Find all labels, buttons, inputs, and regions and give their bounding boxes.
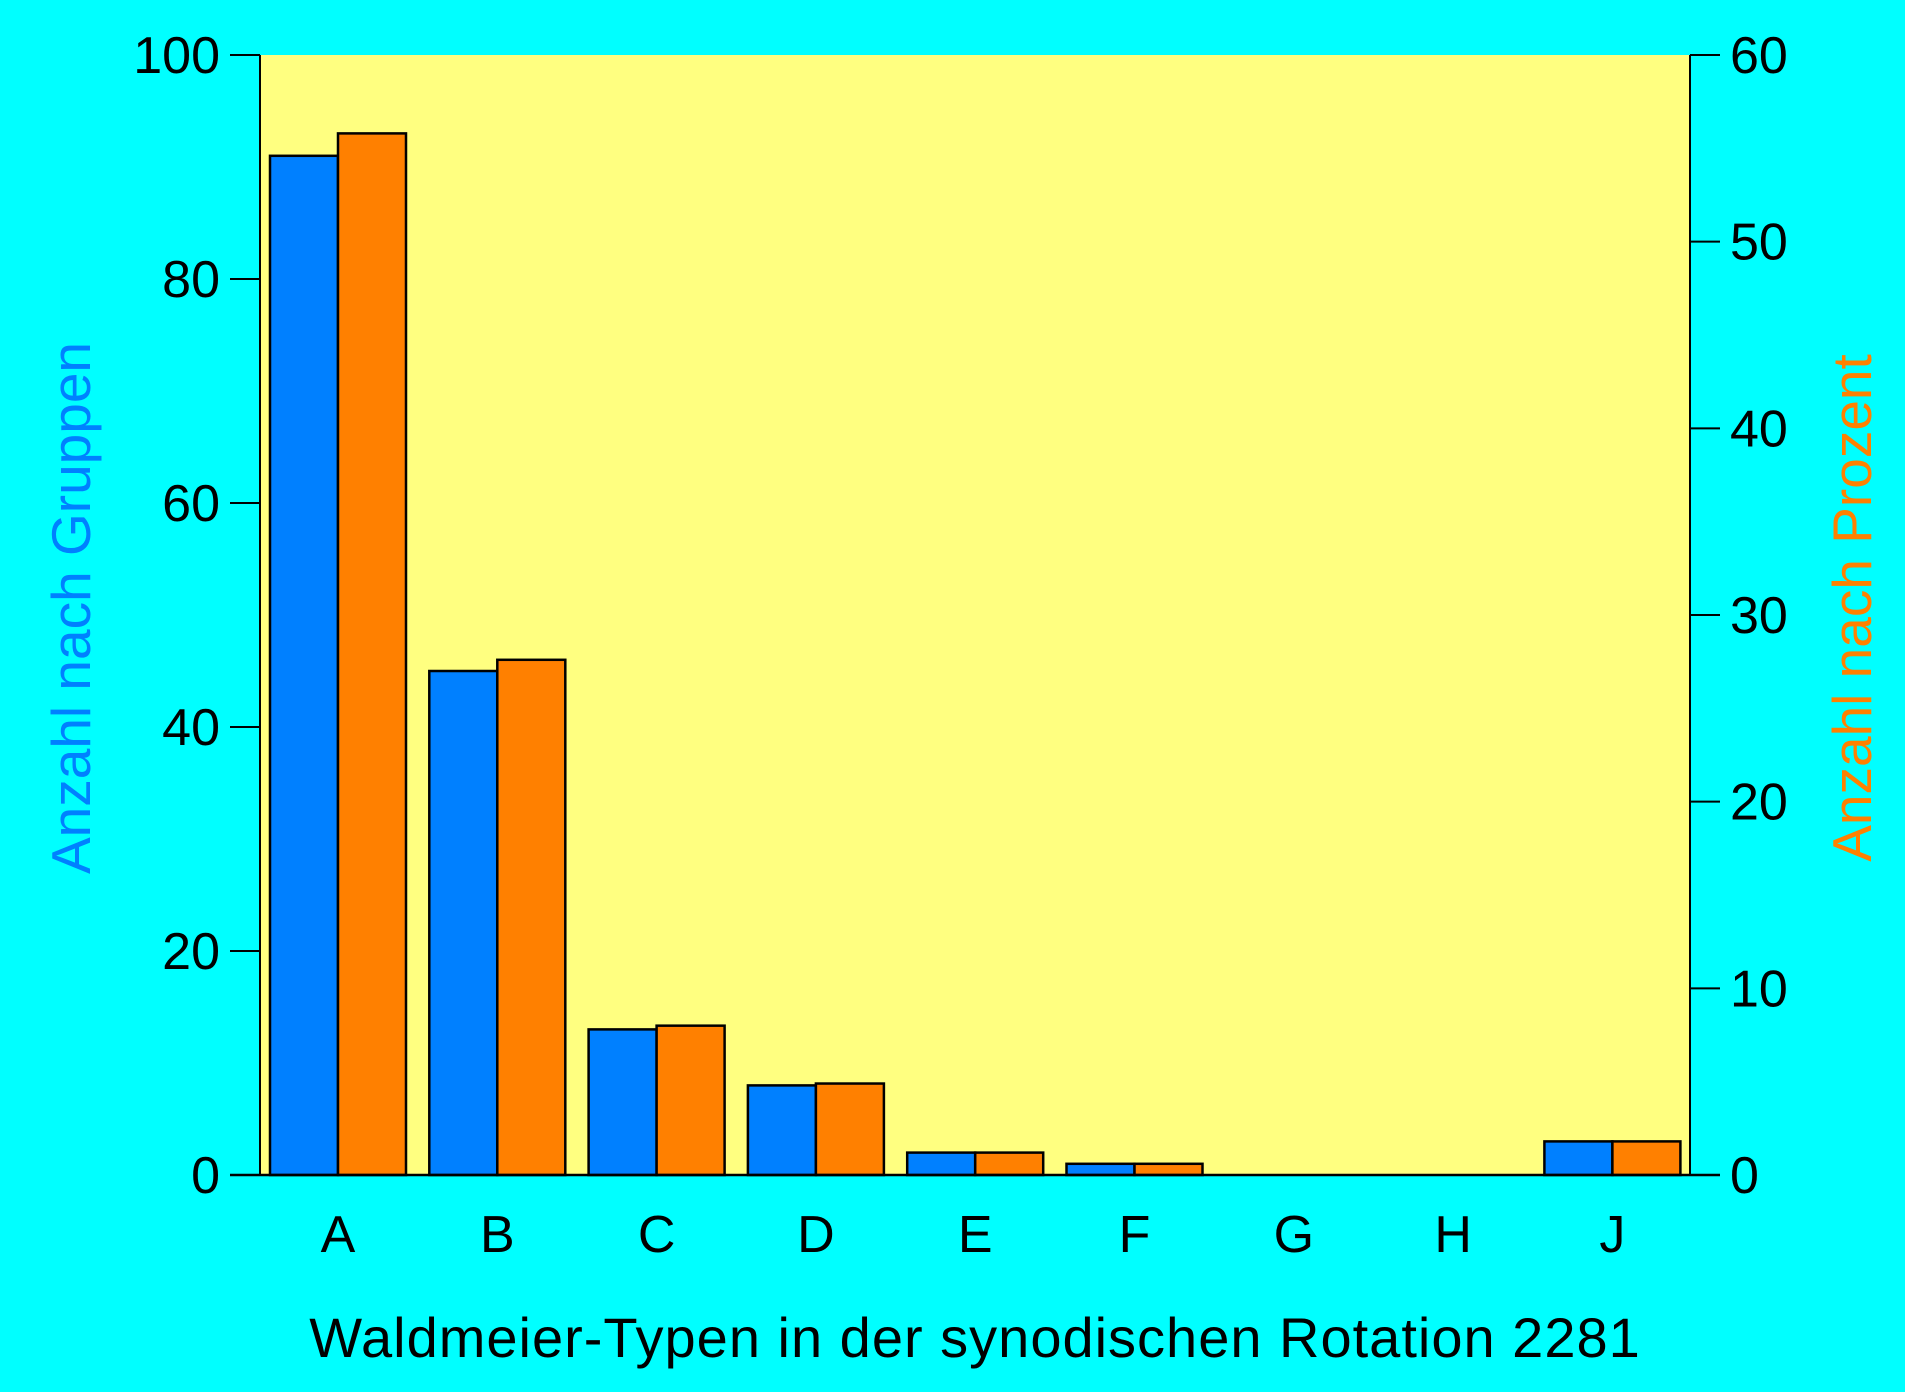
right-ticks-group: 0 10 20 30 40 50 60: [1690, 27, 1788, 1205]
right-tick-label: 60: [1730, 27, 1788, 85]
bar-groups-B: [428, 669, 499, 1177]
x-category-label: F: [1119, 1206, 1151, 1264]
right-tick-label: 40: [1730, 400, 1788, 458]
bars-group: [268, 132, 1682, 1177]
right-tick-label: 50: [1730, 214, 1788, 272]
bar-groups-F: [1065, 1162, 1136, 1177]
bar-percent-B: [496, 658, 567, 1177]
left-tick-label: 60: [162, 475, 220, 533]
bar-groups-A: [268, 154, 340, 1177]
right-tick-label: 30: [1730, 587, 1788, 645]
x-category-label: H: [1434, 1206, 1472, 1264]
bar-percent-A: [336, 132, 408, 1177]
x-category-label: E: [958, 1206, 993, 1264]
left-ticks-group: 0 20 40 60 80 100: [133, 27, 260, 1205]
x-category-label: G: [1274, 1206, 1314, 1264]
bar-percent-D: [814, 1082, 886, 1177]
bar-percent-E: [973, 1151, 1045, 1177]
x-category-label: J: [1599, 1206, 1625, 1264]
x-category-label: D: [797, 1206, 835, 1264]
y-axis-left-title: Anzahl nach Gruppen: [40, 342, 102, 874]
bar-percent-C: [655, 1024, 726, 1177]
left-tick-label: 80: [162, 251, 220, 309]
right-tick-label: 10: [1730, 960, 1788, 1018]
x-category-label: B: [480, 1206, 515, 1264]
left-tick-label: 40: [162, 699, 220, 757]
left-tick-label: 100: [133, 27, 220, 85]
y-axis-right-title: Anzahl nach Prozent: [1821, 354, 1883, 862]
bar-percent-F: [1133, 1162, 1204, 1177]
x-axis-title: Waldmeier-Typen in der synodischen Rotat…: [309, 1306, 1641, 1369]
x-category-label: C: [638, 1206, 676, 1264]
bar-percent-J: [1611, 1140, 1682, 1177]
bar-groups-J: [1543, 1140, 1614, 1177]
right-tick-label: 20: [1730, 774, 1788, 832]
bar-groups-D: [746, 1084, 818, 1177]
left-tick-label: 20: [162, 923, 220, 981]
right-tick-label: 0: [1730, 1147, 1759, 1205]
x-category-label: A: [321, 1206, 356, 1264]
bar-groups-C: [587, 1028, 658, 1177]
bar-groups-E: [905, 1151, 977, 1177]
left-tick-label: 0: [191, 1147, 220, 1205]
